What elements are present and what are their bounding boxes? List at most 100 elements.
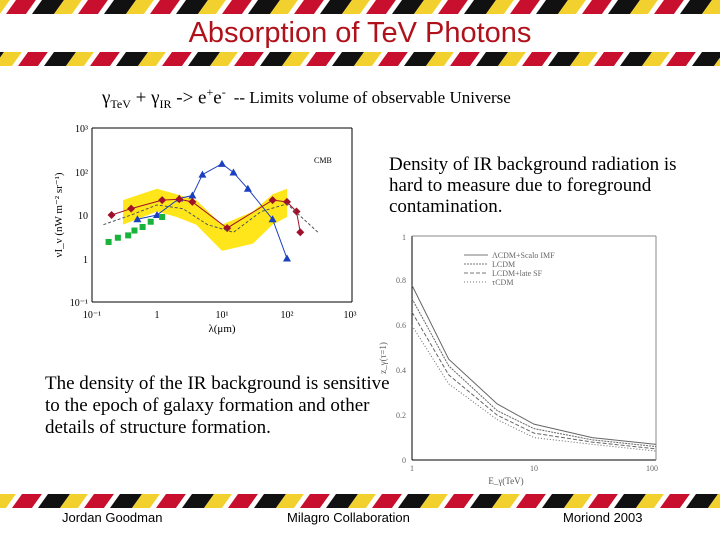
band-stripe [398, 52, 414, 66]
band-stripe [44, 52, 76, 66]
x-axis-label: λ(μm) [208, 323, 235, 335]
band-stripe [636, 494, 664, 508]
y-tick-label: 0.6 [396, 321, 406, 330]
band-stripe [176, 0, 208, 14]
slide-title: Absorption of TeV Photons [188, 17, 532, 49]
x-tick-label: 10³ [344, 310, 357, 321]
band-stripe [0, 52, 22, 66]
band-stripe [182, 494, 214, 508]
model-curve [411, 311, 657, 450]
band-stripe [588, 52, 604, 66]
band-stripe [288, 0, 304, 14]
model-curves [411, 285, 657, 452]
band-stripe [282, 52, 310, 66]
band-stripe [294, 494, 310, 508]
y-tick-label: 10² [75, 168, 88, 179]
gamma-symbol: γ [102, 87, 111, 109]
band-stripe [608, 0, 640, 14]
band-stripe [536, 494, 552, 508]
band-stripe [66, 52, 94, 66]
x-tick-label: 1 [155, 310, 160, 321]
density-note: Density of IR background radiation is ha… [389, 154, 677, 217]
y-tick-label: 10³ [75, 124, 88, 135]
band-stripe [170, 0, 186, 14]
data-point [188, 197, 197, 206]
band-stripe [326, 52, 342, 66]
band-stripe [530, 0, 546, 14]
x-tick-labels: 1 10 100 [410, 464, 658, 473]
band-stripe [486, 0, 514, 14]
band-stripe [414, 0, 442, 14]
band-stripe [320, 0, 352, 14]
band-stripe [576, 0, 592, 14]
data-point [147, 218, 154, 225]
x-tick-label: 10⁻¹ [83, 310, 101, 321]
band-stripe [138, 52, 166, 66]
data-point [198, 170, 207, 178]
band-stripe [608, 494, 624, 508]
band-stripe [156, 52, 172, 66]
negative-charge: - [221, 85, 226, 99]
band-stripe [570, 52, 598, 66]
band-stripe [470, 494, 502, 508]
data-point [105, 238, 112, 245]
y-tick-label: 10⁻¹ [70, 298, 88, 309]
band-stripe [582, 494, 598, 508]
y-tick-labels: 0 0.2 0.4 0.6 0.8 1 [396, 233, 406, 465]
mid-band-graphic [0, 52, 720, 66]
band-stripe [132, 494, 160, 508]
series-line [137, 163, 288, 259]
legend-label: τCDM [492, 278, 513, 287]
band-stripe [476, 52, 508, 66]
y-axis-label: z_γ(τ=1) [378, 342, 388, 374]
band-stripe [116, 52, 148, 66]
band-stripe [360, 0, 376, 14]
formation-note: The density of the IR background is sens… [45, 373, 390, 438]
band-stripe [198, 0, 226, 14]
band-stripe [492, 494, 520, 508]
band-stripe [38, 494, 70, 508]
y-tick-label: 0.4 [396, 366, 406, 375]
band-stripe [542, 52, 558, 66]
band-stripe [216, 0, 232, 14]
tev-subscript: TeV [110, 97, 131, 112]
data-point [114, 234, 121, 241]
ir-subscript: IR [159, 97, 172, 112]
band-stripe [674, 0, 690, 14]
y-tick-label: 0.8 [396, 276, 406, 285]
reaction-note: -- Limits volume of observable Universe [233, 88, 511, 108]
x-tick-label: 100 [646, 464, 658, 473]
data-point [159, 213, 166, 220]
legend-label: LCDM [492, 260, 515, 269]
band-stripe [602, 0, 618, 14]
band-stripe [342, 0, 370, 14]
band-stripe [150, 494, 166, 508]
band-stripe [78, 494, 94, 508]
band-stripe [12, 52, 28, 66]
band-stripe [510, 494, 526, 508]
band-stripe [60, 494, 88, 508]
band-stripe [98, 0, 114, 14]
band-stripe [110, 52, 126, 66]
band-stripe [254, 52, 270, 66]
band-stripe [464, 494, 480, 508]
footer-collaboration: Milagro Collaboration [287, 510, 410, 525]
band-stripe [270, 0, 298, 14]
footer-conference: Moriond 2003 [563, 510, 643, 525]
band-stripe [242, 0, 258, 14]
band-stripe [692, 52, 720, 66]
y-tick-label: 1 [402, 233, 406, 242]
data-point [296, 228, 305, 237]
data-series [103, 159, 319, 262]
band-stripe [332, 52, 364, 66]
band-stripe [398, 494, 430, 508]
positive-charge: + [206, 85, 214, 99]
legend-label: LCDM+late SF [492, 269, 543, 278]
data-point [188, 191, 197, 199]
cmb-annotation: CMB [314, 156, 332, 165]
band-stripe [126, 0, 154, 14]
band-stripe [104, 494, 120, 508]
y-tick-labels: 10³ 10² 10 1 10⁻¹ [70, 124, 88, 309]
band-stripe [176, 494, 192, 508]
data-point [153, 211, 161, 218]
